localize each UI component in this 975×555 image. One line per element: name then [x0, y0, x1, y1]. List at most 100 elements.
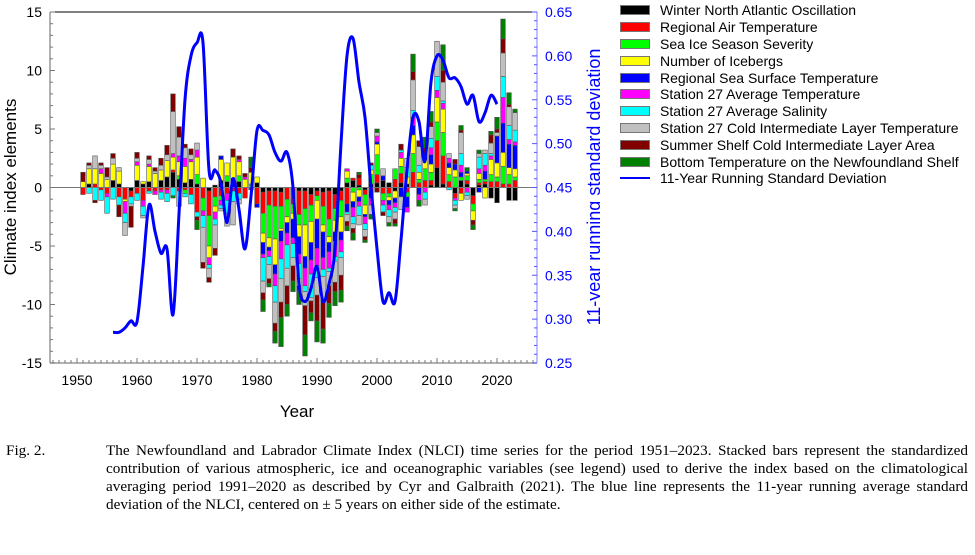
bar-segment: [446, 181, 452, 188]
bar-stack-1958: [122, 187, 128, 236]
bar-segment: [380, 193, 386, 201]
bar-segment: [104, 167, 110, 178]
bar-segment: [170, 187, 176, 196]
bar-segment: [422, 187, 428, 193]
bar-segment: [188, 194, 194, 205]
bar-segment: [302, 305, 308, 336]
bar-stack-1965: [164, 145, 170, 202]
bar-segment: [266, 190, 272, 206]
bar-segment: [314, 294, 320, 322]
bar-segment: [392, 202, 398, 208]
bar-segment: [164, 193, 170, 202]
bar-segment: [452, 163, 458, 171]
bar-segment: [236, 175, 242, 182]
bar-segment: [464, 170, 470, 174]
bar-segment: [152, 190, 158, 195]
bar-segment: [374, 187, 380, 193]
bar-segment: [296, 214, 302, 226]
bar-segment: [110, 153, 116, 159]
bar-segment: [284, 244, 290, 269]
bar-segment: [266, 204, 272, 239]
bar-segment: [476, 187, 482, 193]
bar-segment: [266, 283, 272, 288]
bar-stack-2002: [386, 182, 392, 227]
bar-segment: [332, 187, 338, 195]
bar-segment: [284, 304, 290, 317]
bar-segment: [104, 176, 110, 180]
bar-segment: [386, 187, 392, 194]
caption-label: Fig. 2.: [6, 442, 46, 459]
bar-segment: [422, 198, 428, 206]
bar-segment: [350, 216, 356, 225]
bar-segment: [374, 135, 380, 143]
bar-segment: [128, 190, 134, 198]
bar-segment: [314, 187, 320, 192]
bar-segment: [182, 189, 188, 194]
bar-segment: [266, 256, 272, 266]
bar-stack-2001: [380, 168, 386, 216]
bar-segment: [260, 299, 266, 312]
bar-segment: [494, 181, 500, 188]
bar-segment: [398, 157, 404, 167]
bar-segment: [260, 292, 266, 301]
bar-stack-2022: [506, 92, 512, 201]
bar-segment: [392, 179, 398, 188]
bar-stack-1966: [170, 93, 176, 199]
bar-segment: [482, 181, 488, 185]
bar-segment: [512, 145, 518, 170]
bar-segment: [164, 145, 170, 156]
bar-stack-1988: [302, 187, 308, 357]
bar-segment: [206, 245, 212, 258]
bar-segment: [374, 174, 380, 184]
bar-segment: [350, 207, 356, 218]
y-tick-label: 15: [26, 4, 42, 20]
bar-segment: [104, 179, 110, 188]
bar-segment: [398, 152, 404, 159]
bar-segment: [272, 238, 278, 266]
bar-segment: [446, 153, 452, 159]
bar-segment: [320, 328, 326, 344]
bar-segment: [152, 170, 158, 174]
bar-stack-1995: [344, 168, 350, 232]
bar-segment: [134, 157, 140, 163]
legend-label: Sea Ice Season Severity: [660, 35, 814, 52]
bar-segment: [350, 223, 356, 229]
bar-segment: [308, 259, 314, 275]
bar-segment: [134, 187, 140, 194]
bar-segment: [320, 187, 326, 193]
bar-segment: [434, 90, 440, 98]
bar-segment: [284, 198, 290, 218]
bar-segment: [488, 131, 494, 136]
bar-segment: [494, 132, 500, 137]
bar-segment: [80, 187, 86, 195]
bar-segment: [308, 300, 314, 313]
bar-segment: [374, 128, 380, 133]
bar-segment: [278, 228, 284, 232]
bar-segment: [212, 248, 218, 256]
nlci-chart: -15 -10 -5 0 5 10 15 0.25 0.30 0.35 0.40 0.45 0.50 0.…: [1, 4, 600, 421]
bar-segment: [86, 187, 92, 194]
bar-segment: [512, 141, 518, 146]
bar-segment: [158, 164, 164, 171]
bar-segment: [476, 182, 482, 186]
bar-segment: [482, 164, 488, 172]
bar-stack-2012: [446, 153, 452, 191]
bar-segment: [338, 251, 344, 259]
bar-segment: [482, 153, 488, 166]
bar-segment: [410, 153, 416, 173]
bar-stack-1964: [158, 157, 164, 200]
y2-tick-label: 0.25: [545, 355, 572, 371]
bar-segment: [194, 187, 200, 213]
bar-segment: [398, 173, 404, 184]
bar-segment: [92, 168, 98, 185]
bar-segment: [158, 169, 164, 181]
bar-segment: [326, 218, 332, 237]
bar-stack-2017: [476, 149, 482, 193]
bar-segment: [488, 181, 494, 188]
bar-stack-2014: [458, 125, 464, 201]
bar-segment: [278, 241, 284, 260]
bar-segment: [452, 197, 458, 201]
bar-segment: [362, 194, 368, 206]
bar-segment: [278, 258, 284, 280]
bar-segment: [260, 212, 266, 234]
